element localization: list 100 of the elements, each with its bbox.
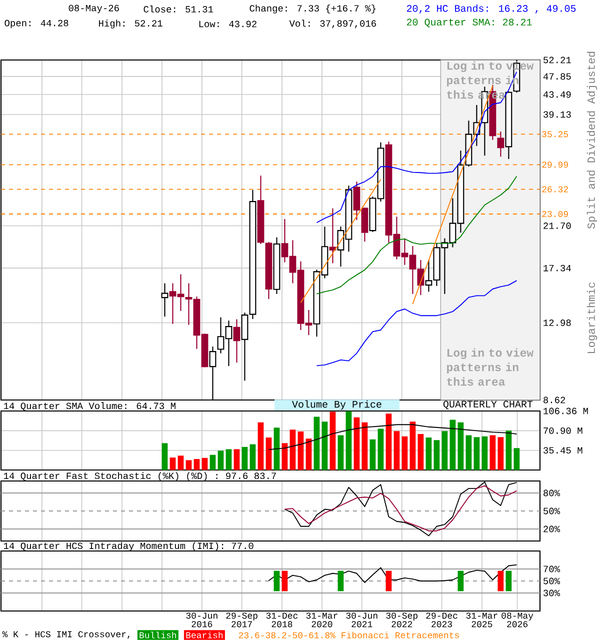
bar bbox=[346, 411, 352, 470]
text: Change: 7.33 {+16.7 %} bbox=[250, 4, 376, 14]
bar bbox=[506, 430, 512, 470]
bar bbox=[482, 436, 488, 470]
y-tick-label: 8.62 bbox=[544, 396, 566, 404]
bar bbox=[474, 437, 480, 470]
bar bbox=[338, 435, 344, 470]
bar bbox=[250, 444, 256, 470]
bar bbox=[210, 454, 216, 470]
x-tick-label: 29-Dec 2023 bbox=[426, 612, 458, 628]
text: 20 Quarter SMA: 28.21 bbox=[406, 18, 532, 28]
bar bbox=[170, 458, 176, 470]
bar bbox=[442, 431, 448, 470]
text: 20,2 HC Bands: 16.23 , 49.05 bbox=[406, 4, 576, 14]
bar bbox=[314, 416, 320, 470]
y-tick-label: 39.13 bbox=[544, 111, 571, 118]
y-tick-label: 80% bbox=[544, 490, 560, 496]
bar bbox=[434, 440, 440, 470]
bar bbox=[370, 439, 376, 470]
y-tick-label: 35.45 M bbox=[544, 447, 582, 454]
bar bbox=[466, 435, 472, 470]
bar bbox=[306, 438, 312, 470]
bar bbox=[242, 446, 248, 470]
y-tick-label: 70% bbox=[544, 566, 560, 572]
bar bbox=[394, 431, 400, 470]
candlestick bbox=[329, 208, 336, 264]
bar bbox=[330, 412, 336, 470]
y-tick-label: 20% bbox=[544, 526, 560, 532]
text: 23.6-38.2-50-61.8% Fibonacci Retracements bbox=[238, 632, 459, 638]
y-tick-label: 50% bbox=[544, 578, 560, 584]
chart-title: 14 Quarter SMA Volume: 64.73 M bbox=[4, 402, 176, 411]
y-tick-label: 30% bbox=[544, 590, 560, 596]
bar bbox=[266, 438, 272, 470]
text: Bearish bbox=[186, 632, 223, 638]
x-tick-label: 30-Jun 2021 bbox=[346, 612, 378, 628]
candlestick bbox=[161, 282, 168, 318]
y-tick-label: 21.70 bbox=[544, 222, 571, 229]
bar bbox=[226, 449, 232, 470]
x-tick-label: 31-Mar 2020 bbox=[306, 612, 338, 628]
bar bbox=[162, 443, 168, 470]
ref-line-label: 26.32 bbox=[542, 186, 568, 192]
text: QUARTERLY CHART bbox=[443, 400, 533, 410]
bar bbox=[354, 417, 360, 470]
bar bbox=[498, 437, 504, 470]
bar bbox=[218, 450, 224, 470]
bar bbox=[378, 428, 384, 470]
line-series bbox=[268, 424, 518, 450]
x-tick-label: 30-Jun 2016 bbox=[186, 612, 218, 628]
bar bbox=[290, 430, 296, 470]
text: Open: 44.28 bbox=[4, 20, 68, 28]
bar bbox=[418, 434, 424, 470]
chart-title: 14 Quarter Fast Stochastic (%K) (%D) : 97.6 83.7 bbox=[4, 472, 276, 481]
bar bbox=[450, 420, 456, 470]
x-tick-label: 08-May 2026 bbox=[502, 612, 534, 628]
y-tick-label: 52.21 bbox=[544, 56, 571, 64]
y-tick-label: 106.36 M bbox=[544, 408, 588, 414]
x-tick-label: 31-Mar 2025 bbox=[466, 612, 498, 628]
text: Vol: 37,897,016 bbox=[289, 20, 376, 28]
bar bbox=[194, 459, 200, 470]
text: Low: 43.92 bbox=[199, 20, 256, 28]
text: 08-May-26 bbox=[68, 4, 119, 14]
y-tick-label: 70.90 M bbox=[544, 427, 582, 434]
bar bbox=[258, 422, 264, 470]
bar bbox=[514, 448, 520, 470]
bar bbox=[402, 436, 408, 470]
chart-title: 14 Quarter HCS Intraday Momentum (IMI): 77.0 bbox=[4, 542, 254, 551]
ref-line-label: 29.99 bbox=[542, 162, 568, 168]
text: Close: 51.31 bbox=[144, 6, 214, 12]
y-tick-label: 43.49 bbox=[543, 91, 571, 98]
x-tick-label: 31-Dec 2018 bbox=[266, 612, 298, 628]
y-tick-label: 50% bbox=[544, 508, 560, 514]
text: Bullish bbox=[140, 632, 176, 638]
bar bbox=[274, 428, 280, 470]
y-axis-title: Split and Dividend Adjusted bbox=[586, 52, 598, 229]
text: Logarithmic bbox=[586, 282, 598, 354]
x-tick-label: 30-Sep 2022 bbox=[386, 612, 418, 628]
bar bbox=[490, 435, 496, 470]
bar bbox=[234, 449, 240, 470]
y-tick-label: 17.34 bbox=[544, 264, 571, 272]
bar bbox=[458, 422, 464, 470]
annotation: Log in to view patterns in this area bbox=[447, 348, 534, 386]
bar bbox=[298, 431, 304, 470]
bar bbox=[386, 414, 392, 470]
bar bbox=[322, 422, 328, 470]
text: Volume By Price bbox=[292, 400, 382, 410]
ref-line-label: 23.09 bbox=[542, 210, 568, 218]
ref-line-label: 35.25 bbox=[542, 131, 568, 138]
y-tick-label: 47.85 bbox=[543, 73, 571, 80]
y-tick-label: 12.98 bbox=[544, 320, 571, 326]
bar bbox=[186, 460, 192, 470]
candlestick bbox=[497, 131, 504, 158]
legend-title: % K - HCS IMI Crossover, bbox=[2, 631, 130, 639]
bar bbox=[426, 438, 432, 470]
bar bbox=[178, 456, 184, 470]
bar bbox=[362, 422, 368, 470]
candlestick bbox=[233, 318, 240, 364]
text: High: 52.21 bbox=[99, 20, 162, 28]
x-tick-label: 29-Sep 2017 bbox=[226, 612, 258, 628]
bar bbox=[410, 422, 416, 470]
bar bbox=[202, 458, 208, 470]
